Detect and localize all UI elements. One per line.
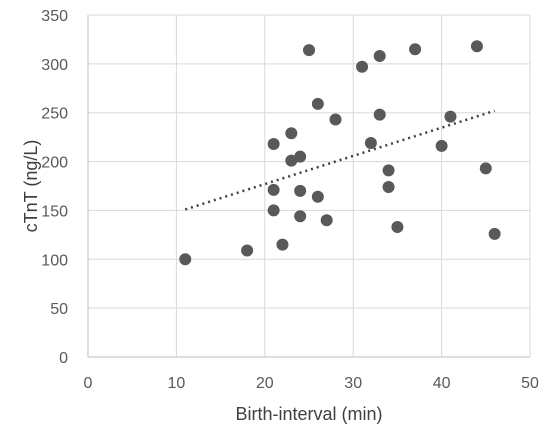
data-point (364, 137, 377, 150)
data-point (329, 113, 342, 126)
tick-labels: 0 10 20 30 40 50 0 50 100 150 200 250 300 350 (41, 8, 539, 392)
y-tick-label: 250 (41, 106, 68, 123)
axes (87, 15, 530, 358)
data-point (470, 40, 483, 53)
data-point (267, 183, 280, 196)
data-point (311, 190, 324, 203)
data-point (294, 184, 307, 197)
x-tick-label: 30 (344, 375, 362, 392)
data-point (320, 214, 333, 227)
data-point (382, 164, 395, 177)
data-point (276, 238, 289, 251)
y-tick-label: 100 (41, 252, 68, 269)
x-tick-label: 40 (433, 375, 451, 392)
data-point (356, 60, 369, 73)
y-tick-label: 0 (59, 350, 68, 367)
data-point (488, 227, 501, 240)
trendline (184, 109, 496, 211)
y-axis-title: cTnT (ng/L) (21, 140, 41, 233)
data-points (179, 40, 501, 266)
data-point (303, 44, 315, 57)
data-point (311, 97, 324, 110)
y-tick-label: 200 (41, 155, 68, 172)
data-point (285, 127, 298, 140)
y-tick-label: 350 (41, 8, 68, 25)
y-tick-label: 300 (41, 57, 68, 74)
data-point (373, 108, 386, 121)
data-point (294, 150, 307, 163)
y-tick-label: 150 (41, 203, 68, 220)
data-point (391, 221, 404, 234)
data-point (267, 204, 280, 217)
y-tick-label: 50 (50, 301, 68, 318)
x-axis-title: Birth-interval (min) (235, 404, 382, 424)
data-point (373, 50, 386, 63)
x-tick-label: 50 (521, 375, 539, 392)
x-tick-label: 20 (256, 375, 274, 392)
data-point (241, 244, 254, 257)
data-point (382, 180, 395, 193)
data-point (435, 139, 448, 152)
data-point (267, 137, 280, 150)
data-point (294, 210, 307, 223)
data-point (409, 43, 422, 56)
gridlines (88, 14, 531, 357)
data-point (444, 110, 457, 123)
data-point (179, 253, 192, 266)
x-tick-label: 10 (168, 375, 186, 392)
data-point (479, 162, 492, 175)
x-tick-label: 0 (84, 375, 93, 392)
